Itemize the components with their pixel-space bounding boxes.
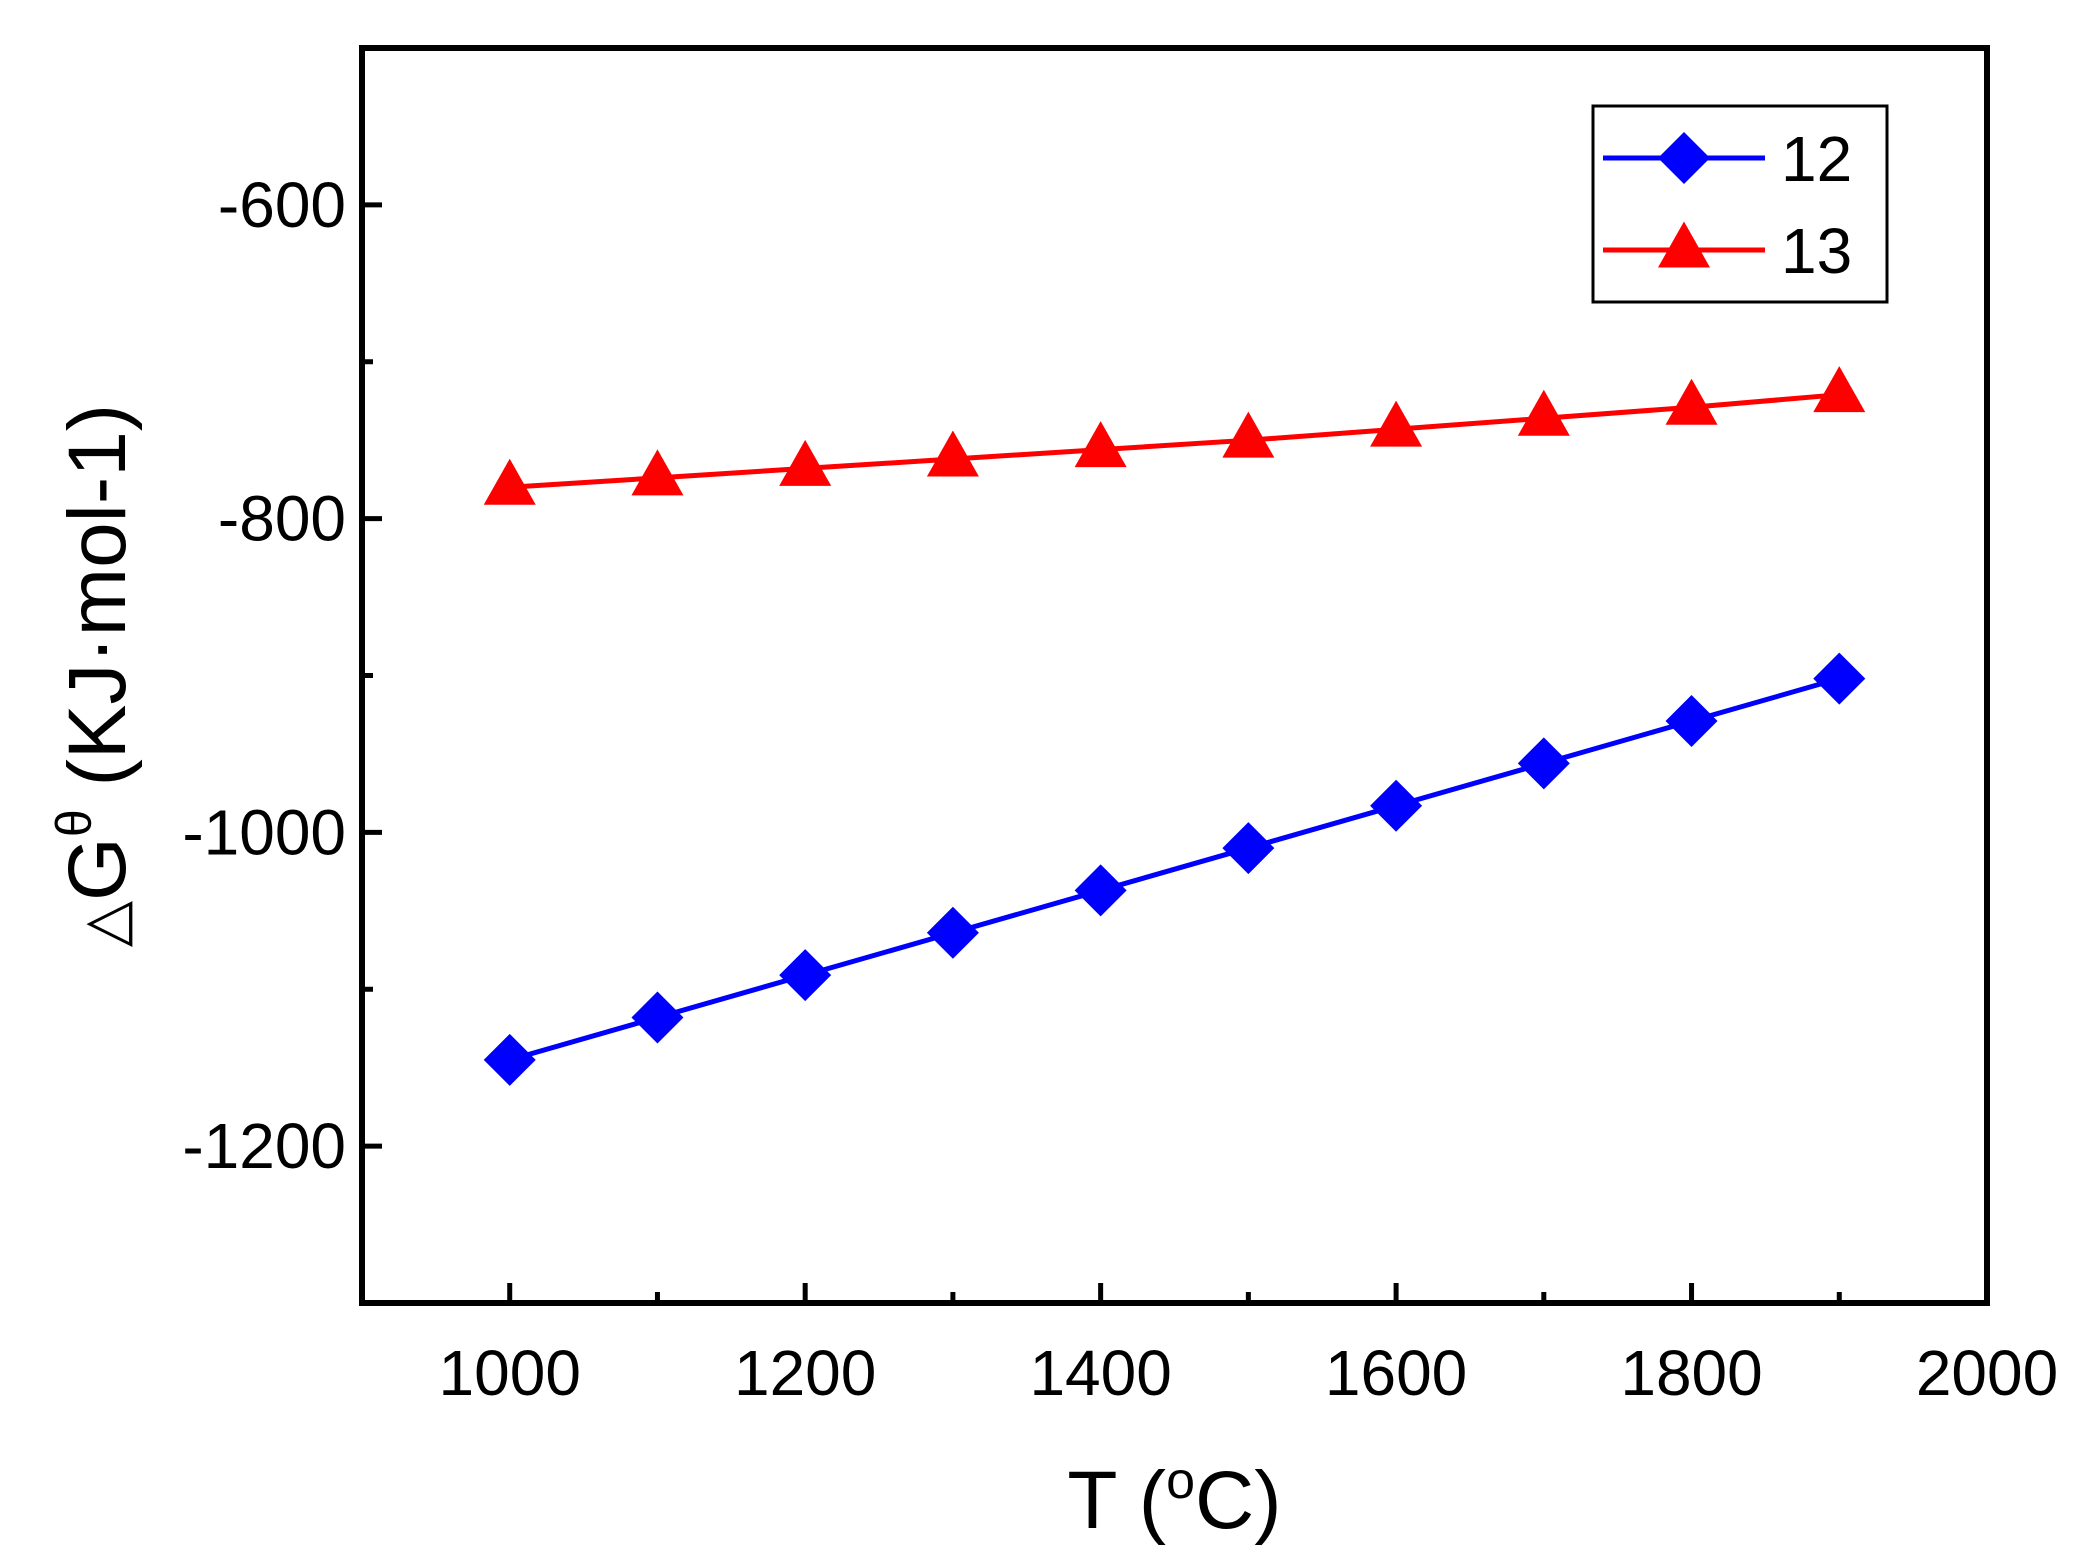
y-tick-label: -600	[218, 169, 346, 241]
x-axis-title-degree: o	[1166, 1452, 1195, 1510]
x-tick-label: 2000	[1916, 1337, 2058, 1409]
y-axis-title-unit: (KJ·mol-1)	[52, 404, 143, 809]
series-12	[483, 652, 1866, 1086]
legend-marker	[1658, 132, 1710, 184]
y-axis-title-sup: θ	[46, 809, 102, 837]
data-point	[1370, 779, 1423, 832]
x-tick-label: 1800	[1620, 1337, 1762, 1409]
legend-entry-13: 13	[1603, 215, 1852, 287]
data-point	[1074, 421, 1127, 468]
series-line	[509, 392, 1840, 490]
data-point	[926, 430, 979, 477]
y-axis-title-main: G	[52, 837, 143, 901]
data-point	[779, 439, 832, 486]
data-point	[1517, 389, 1570, 436]
data-point	[631, 991, 684, 1044]
x-tick-label: 1000	[439, 1337, 581, 1409]
data-point	[1222, 822, 1275, 875]
data-point	[483, 1033, 536, 1086]
y-tick-label: -1200	[182, 1110, 346, 1182]
data-point	[1074, 864, 1127, 917]
legend-entry-12: 12	[1603, 123, 1852, 195]
legend-label: 12	[1781, 123, 1852, 195]
legend-marker	[1658, 221, 1710, 268]
x-tick-label: 1400	[1029, 1337, 1171, 1409]
y-tick-label: -800	[218, 483, 346, 555]
series-13	[483, 366, 1866, 505]
y-axis-title-delta: △	[71, 901, 138, 947]
data-point	[779, 949, 832, 1002]
legend-label: 13	[1781, 215, 1852, 287]
data-point	[926, 906, 979, 959]
x-tick-label: 1600	[1325, 1337, 1467, 1409]
x-axis-title-unit: C)	[1195, 1455, 1282, 1546]
tick-labels: 1000 1200 1400 1600 1800 2000 -1200 -1000 -800 -6…	[182, 169, 2058, 1409]
data-point	[1813, 652, 1866, 705]
data-point	[483, 458, 536, 505]
x-tick-label: 1200	[734, 1337, 876, 1409]
data-point	[1665, 378, 1718, 425]
series-layer	[483, 366, 1866, 1086]
data-point	[1813, 366, 1866, 413]
x-axis-title: T (oC)	[1067, 1452, 1281, 1546]
series-line	[509, 676, 1840, 1063]
data-point	[1665, 694, 1718, 747]
x-axis-title-main: T (	[1067, 1455, 1166, 1546]
data-point	[1222, 411, 1275, 458]
y-axis-title: △Gθ (KJ·mol-1)	[46, 404, 143, 947]
plot-frame	[359, 45, 1990, 1306]
data-point	[631, 449, 684, 496]
data-point	[1370, 400, 1423, 447]
y-tick-label: -1000	[182, 796, 346, 868]
legend-box	[1591, 104, 1889, 304]
data-point	[1517, 737, 1570, 790]
